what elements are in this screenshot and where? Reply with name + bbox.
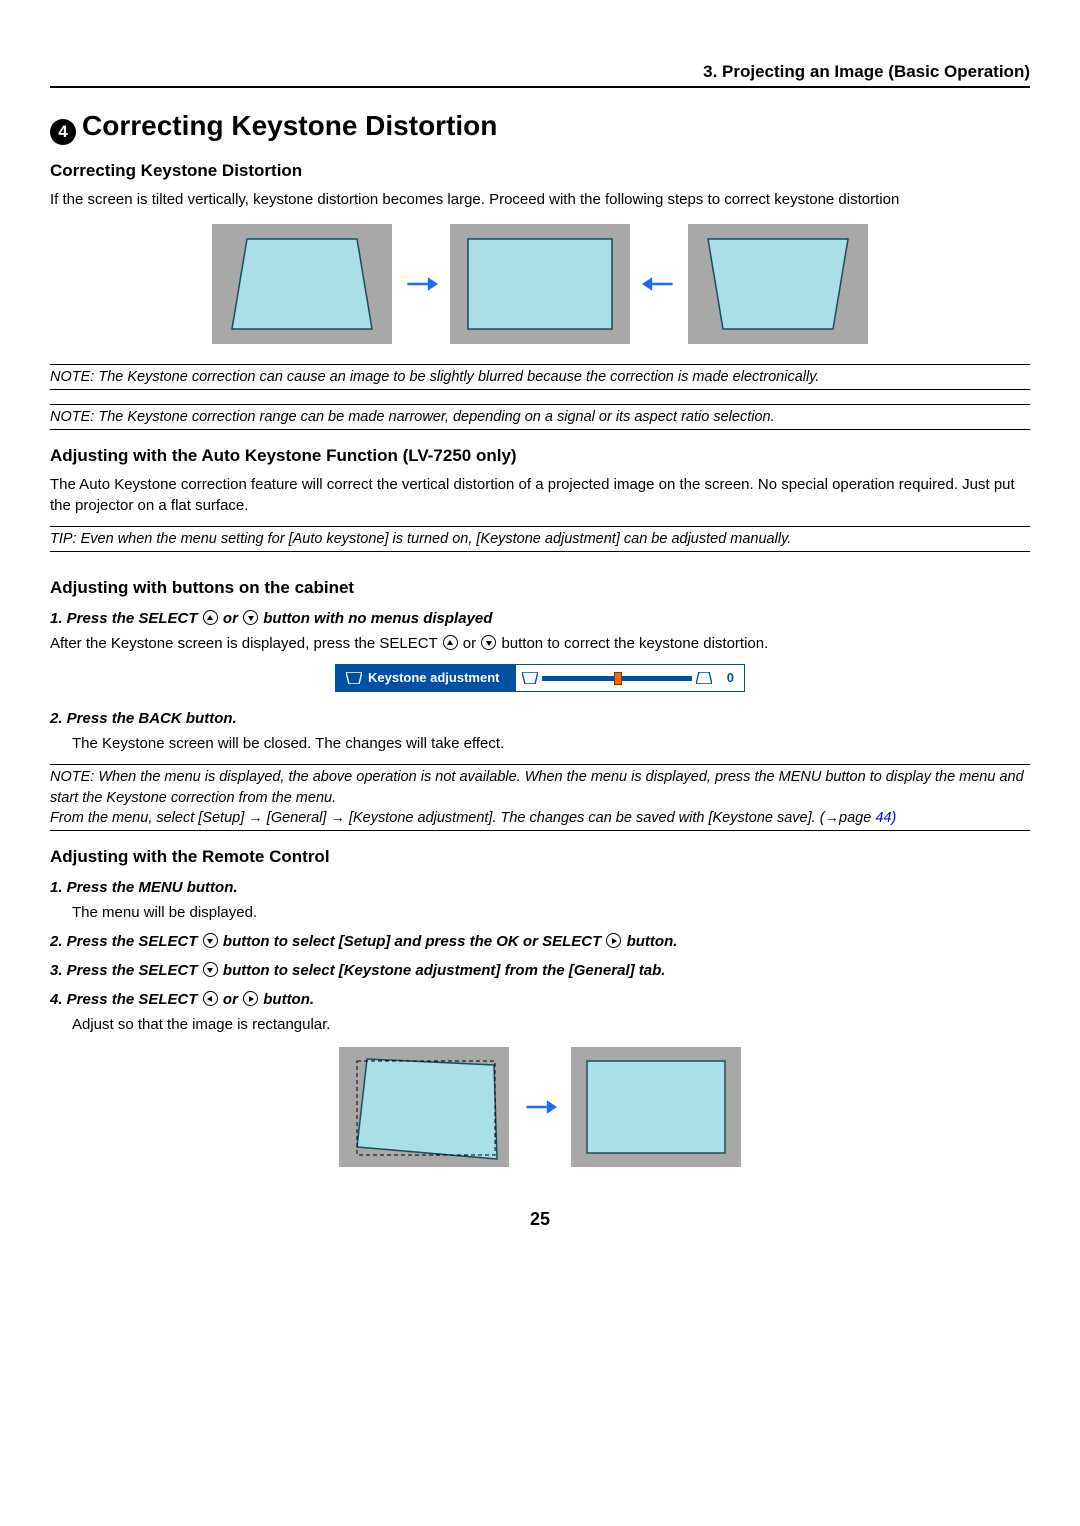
screen-corrected bbox=[450, 224, 630, 344]
keystone-slider-area: 0 bbox=[516, 665, 744, 691]
up-icon bbox=[443, 635, 458, 650]
right-icon bbox=[243, 991, 258, 1006]
subheading-remote: Adjusting with the Remote Control bbox=[50, 845, 1030, 869]
tip-auto: TIP: Even when the menu setting for [Aut… bbox=[50, 526, 1030, 552]
main-heading-text: Correcting Keystone Distortion bbox=[82, 110, 497, 141]
subheading-auto: Adjusting with the Auto Keystone Functio… bbox=[50, 444, 1030, 468]
screen-trapezoid-bottom bbox=[688, 224, 868, 344]
arrow-right-icon bbox=[523, 1090, 557, 1124]
page-number: 25 bbox=[50, 1207, 1030, 1232]
note-menu: NOTE: When the menu is displayed, the ab… bbox=[50, 764, 1030, 831]
down-icon bbox=[243, 610, 258, 625]
remote-step-3: 3. Press the SELECT button to select [Ke… bbox=[50, 960, 1030, 981]
intro-paragraph: If the screen is tilted vertically, keys… bbox=[50, 189, 1030, 210]
note-blur: NOTE: The Keystone correction can cause … bbox=[50, 364, 1030, 390]
screen-trapezoid-top bbox=[212, 224, 392, 344]
remote-diagram-row bbox=[50, 1047, 1030, 1167]
keystone-adjustment-bar: Keystone adjustment 0 bbox=[335, 664, 745, 692]
down-icon bbox=[481, 635, 496, 650]
down-icon bbox=[203, 962, 218, 977]
slider-track bbox=[542, 676, 692, 681]
up-icon bbox=[203, 610, 218, 625]
keystone-bar-label: Keystone adjustment bbox=[336, 665, 516, 691]
trapezoid-down-icon bbox=[346, 672, 362, 684]
left-icon bbox=[203, 991, 218, 1006]
auto-paragraph: The Auto Keystone correction feature wil… bbox=[50, 474, 1030, 516]
subheading-correcting: Correcting Keystone Distortion bbox=[50, 159, 1030, 183]
subheading-cabinet: Adjusting with buttons on the cabinet bbox=[50, 576, 1030, 600]
cabinet-step-2-body: The Keystone screen will be closed. The … bbox=[72, 733, 1030, 754]
screen-corrected-final bbox=[571, 1047, 741, 1167]
arrow-left-icon bbox=[642, 267, 676, 301]
remote-step-2: 2. Press the SELECT button to select [Se… bbox=[50, 931, 1030, 952]
right-icon bbox=[606, 933, 621, 948]
trapezoid-down-icon bbox=[522, 672, 538, 684]
trapezoid-up-icon bbox=[696, 672, 712, 684]
down-icon bbox=[203, 933, 218, 948]
note-range: NOTE: The Keystone correction range can … bbox=[50, 404, 1030, 430]
main-heading: 4Correcting Keystone Distortion bbox=[50, 106, 1030, 145]
arrow-right-icon bbox=[404, 267, 438, 301]
chapter-heading: 3. Projecting an Image (Basic Operation) bbox=[50, 60, 1030, 88]
screen-distorted-dashed bbox=[339, 1047, 509, 1167]
remote-step-4: 4. Press the SELECT or button. bbox=[50, 989, 1030, 1010]
cabinet-step-2: 2. Press the BACK button. bbox=[50, 708, 1030, 729]
keystone-value: 0 bbox=[716, 669, 738, 687]
slider-thumb bbox=[614, 672, 622, 685]
remote-step-4-body: Adjust so that the image is rectangular. bbox=[72, 1014, 1030, 1035]
remote-step-1-body: The menu will be displayed. bbox=[72, 902, 1030, 923]
remote-step-1: 1. Press the MENU button. bbox=[50, 877, 1030, 898]
cabinet-step-1: 1. Press the SELECT or button with no me… bbox=[50, 608, 1030, 629]
page-ref-44[interactable]: 44 bbox=[875, 810, 891, 826]
section-number-badge: 4 bbox=[50, 119, 76, 145]
cabinet-step-1-body: After the Keystone screen is displayed, … bbox=[50, 633, 1030, 654]
keystone-diagram-row bbox=[50, 224, 1030, 344]
